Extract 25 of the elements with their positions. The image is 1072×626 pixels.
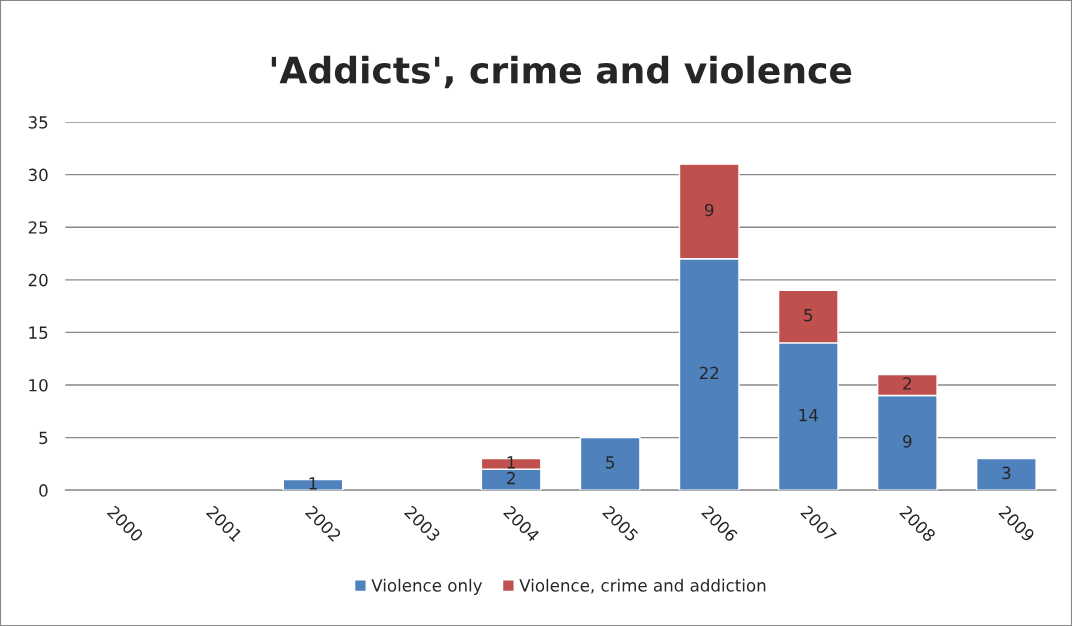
y-tick-label: 10: [29, 378, 48, 392]
y-tick-label: 0: [39, 484, 48, 497]
data-label: 9: [903, 435, 912, 448]
data-label: 3: [1002, 466, 1011, 480]
data-label: 14: [799, 408, 818, 422]
y-tick-label: 20: [28, 273, 48, 287]
data-label: 5: [804, 309, 813, 322]
data-label: 22: [699, 366, 719, 380]
legend-label: Violence only: [371, 578, 483, 595]
chart-title: 'Addicts', crime and violence: [271, 55, 852, 89]
data-label: 2: [507, 471, 515, 485]
data-label: 9: [704, 203, 714, 217]
bar: [579, 436, 641, 491]
y-tick-label: 5: [39, 431, 48, 445]
y-tick-label: 15: [29, 326, 48, 339]
bar: [282, 478, 344, 491]
y-tick-label: 30: [28, 168, 48, 182]
y-tick-label: 25: [28, 221, 48, 234]
data-label: 1: [507, 456, 515, 469]
y-tick-label: 35: [28, 116, 48, 129]
data-label: 1: [309, 477, 317, 490]
data-label: 2: [903, 377, 911, 390]
legend-label: Violence, crime and addiction: [519, 578, 766, 594]
bar: [975, 457, 1037, 491]
data-label: 5: [606, 456, 615, 469]
